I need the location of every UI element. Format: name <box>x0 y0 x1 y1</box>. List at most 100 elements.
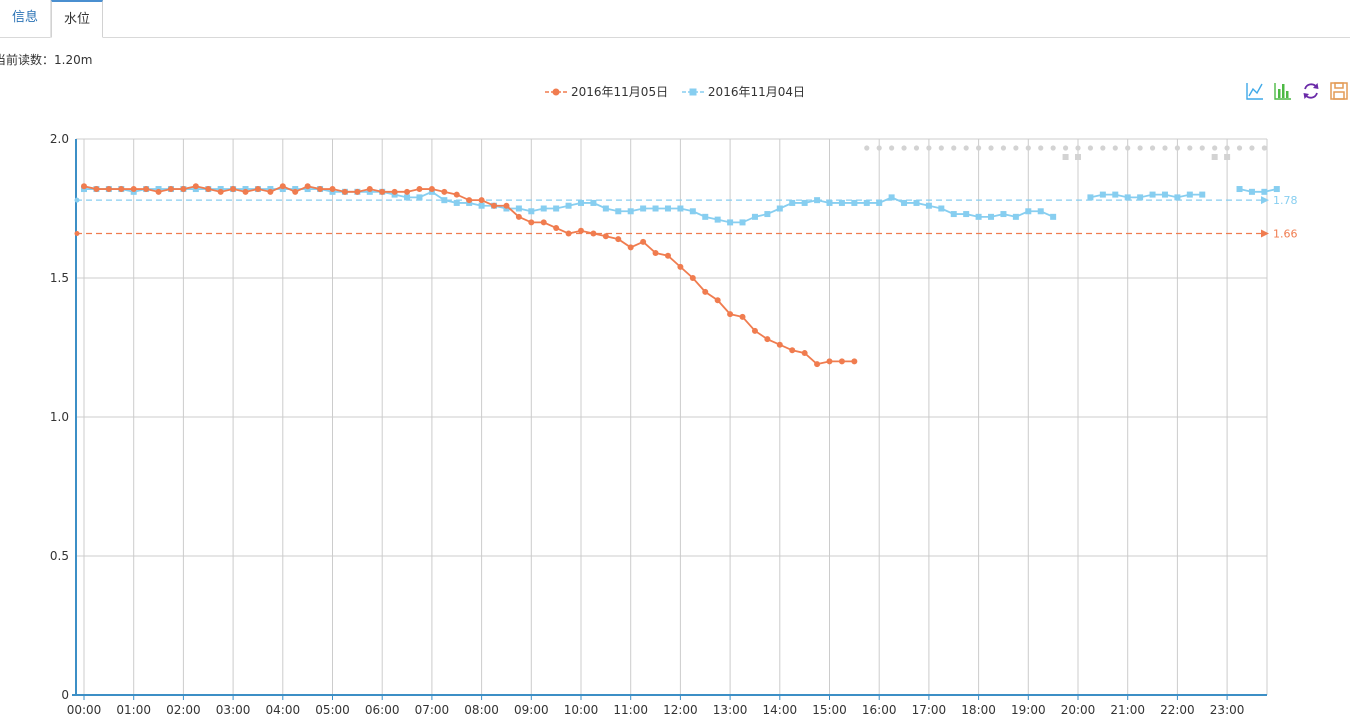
data-point-series1 <box>727 311 734 318</box>
x-tick-label: 22:00 <box>1160 703 1195 717</box>
tab-water-level[interactable]: 水位 <box>51 0 103 38</box>
data-point-series2 <box>441 197 448 204</box>
x-tick-label: 13:00 <box>713 703 748 717</box>
x-tick-label: 21:00 <box>1110 703 1145 717</box>
series-line-2 <box>1090 193 1203 199</box>
y-tick-label: 2.0 <box>50 132 69 146</box>
tab-bar: 信息 水位 <box>0 0 1350 38</box>
missing-data-marker <box>1075 145 1081 151</box>
x-tick-label: 01:00 <box>116 703 151 717</box>
missing-data-marker <box>1174 145 1180 151</box>
data-point-series1 <box>826 358 833 365</box>
missing-data-marker <box>951 145 957 151</box>
data-point-series1 <box>838 358 845 365</box>
line-chart-icon[interactable] <box>1245 81 1265 101</box>
x-tick-label: 15:00 <box>812 703 847 717</box>
data-point-series2 <box>838 199 845 206</box>
data-point-series1 <box>341 188 348 195</box>
missing-data-marker <box>901 145 907 151</box>
data-point-series1 <box>404 188 411 195</box>
x-tick-label: 10:00 <box>564 703 599 717</box>
missing-data-marker <box>1038 145 1044 151</box>
chart-toolbox <box>1245 81 1349 101</box>
tab-info[interactable]: 信息 <box>0 0 51 38</box>
bar-chart-icon[interactable] <box>1273 81 1293 101</box>
data-point-series2 <box>602 205 609 212</box>
x-tick-label: 08:00 <box>464 703 499 717</box>
data-point-series2 <box>1174 194 1181 201</box>
data-point-series1 <box>267 188 274 195</box>
missing-data-marker <box>1025 145 1031 151</box>
current-reading-label: 当前读数： <box>0 53 55 67</box>
x-tick-label: 18:00 <box>961 703 996 717</box>
data-point-series2 <box>751 213 758 220</box>
missing-data-marker <box>913 145 920 151</box>
missing-data-marker <box>1137 145 1143 151</box>
data-point-series1 <box>279 183 286 190</box>
x-tick-label: 04:00 <box>266 703 301 717</box>
missing-data-marker <box>1224 154 1231 160</box>
x-tick-label: 11:00 <box>613 703 648 717</box>
average-label-series2: 1.78 <box>1273 194 1298 207</box>
missing-data-marker <box>1050 145 1056 151</box>
data-point-series1 <box>329 186 336 193</box>
data-point-series1 <box>578 227 584 234</box>
restore-icon[interactable] <box>1301 81 1321 101</box>
data-point-series2 <box>988 213 995 220</box>
x-tick-label: 14:00 <box>763 703 798 717</box>
data-point-series2 <box>913 199 920 206</box>
data-point-series2 <box>1012 213 1019 220</box>
data-point-series2 <box>1050 213 1057 220</box>
missing-data-marker <box>876 145 882 151</box>
data-point-series2 <box>590 199 597 206</box>
data-point-series1 <box>776 341 783 348</box>
data-point-series2 <box>863 199 870 206</box>
data-point-series2 <box>1161 191 1168 198</box>
data-point-series1 <box>503 202 510 209</box>
missing-data-marker <box>1075 154 1081 160</box>
data-point-series1 <box>155 188 162 195</box>
average-line-start <box>74 197 80 203</box>
data-point-series1 <box>702 288 709 295</box>
data-point-series2 <box>1025 208 1032 215</box>
data-point-series1 <box>528 219 535 226</box>
data-point-series2 <box>453 199 460 206</box>
data-point-series2 <box>975 213 982 220</box>
data-point-series1 <box>391 188 398 195</box>
data-point-series1 <box>640 238 647 245</box>
legend-item-series2[interactable]: 2016年11月04日 <box>681 83 805 100</box>
y-tick-label: 1.0 <box>50 410 69 424</box>
data-point-series2 <box>739 219 746 226</box>
save-image-icon[interactable] <box>1329 81 1349 101</box>
missing-data-marker <box>1211 154 1218 160</box>
data-point-series2 <box>553 205 560 212</box>
series-line-1 <box>83 185 855 366</box>
missing-data-marker <box>926 145 932 151</box>
missing-data-marker <box>1162 145 1168 151</box>
data-point-series1 <box>167 186 174 193</box>
data-point-series1 <box>689 275 696 281</box>
missing-data-marker <box>1000 145 1007 151</box>
missing-data-marker <box>1212 145 1218 151</box>
data-point-series1 <box>81 183 87 190</box>
current-reading: 当前读数：1.20m <box>0 51 92 68</box>
data-point-series2 <box>1236 186 1243 193</box>
data-point-series2 <box>1112 191 1119 198</box>
data-point-series1 <box>751 327 758 334</box>
data-point-series2 <box>515 205 522 212</box>
data-point-series1 <box>242 188 249 195</box>
data-point-series2 <box>1261 188 1268 195</box>
data-point-series1 <box>205 186 212 193</box>
average-line-arrow <box>1261 196 1269 205</box>
chart-legend: 2016年11月05日 2016年11月04日 <box>545 83 815 100</box>
x-tick-label: 09:00 <box>514 703 549 717</box>
data-point-series1 <box>590 230 597 237</box>
x-tick-label: 19:00 <box>1011 703 1046 717</box>
missing-data-marker <box>864 145 870 151</box>
data-point-series1 <box>553 224 560 231</box>
data-point-series1 <box>627 244 634 251</box>
data-point-series1 <box>130 186 137 193</box>
x-tick-label: 17:00 <box>912 703 947 717</box>
legend-item-series1[interactable]: 2016年11月05日 <box>545 83 668 100</box>
data-point-series2 <box>627 208 634 215</box>
